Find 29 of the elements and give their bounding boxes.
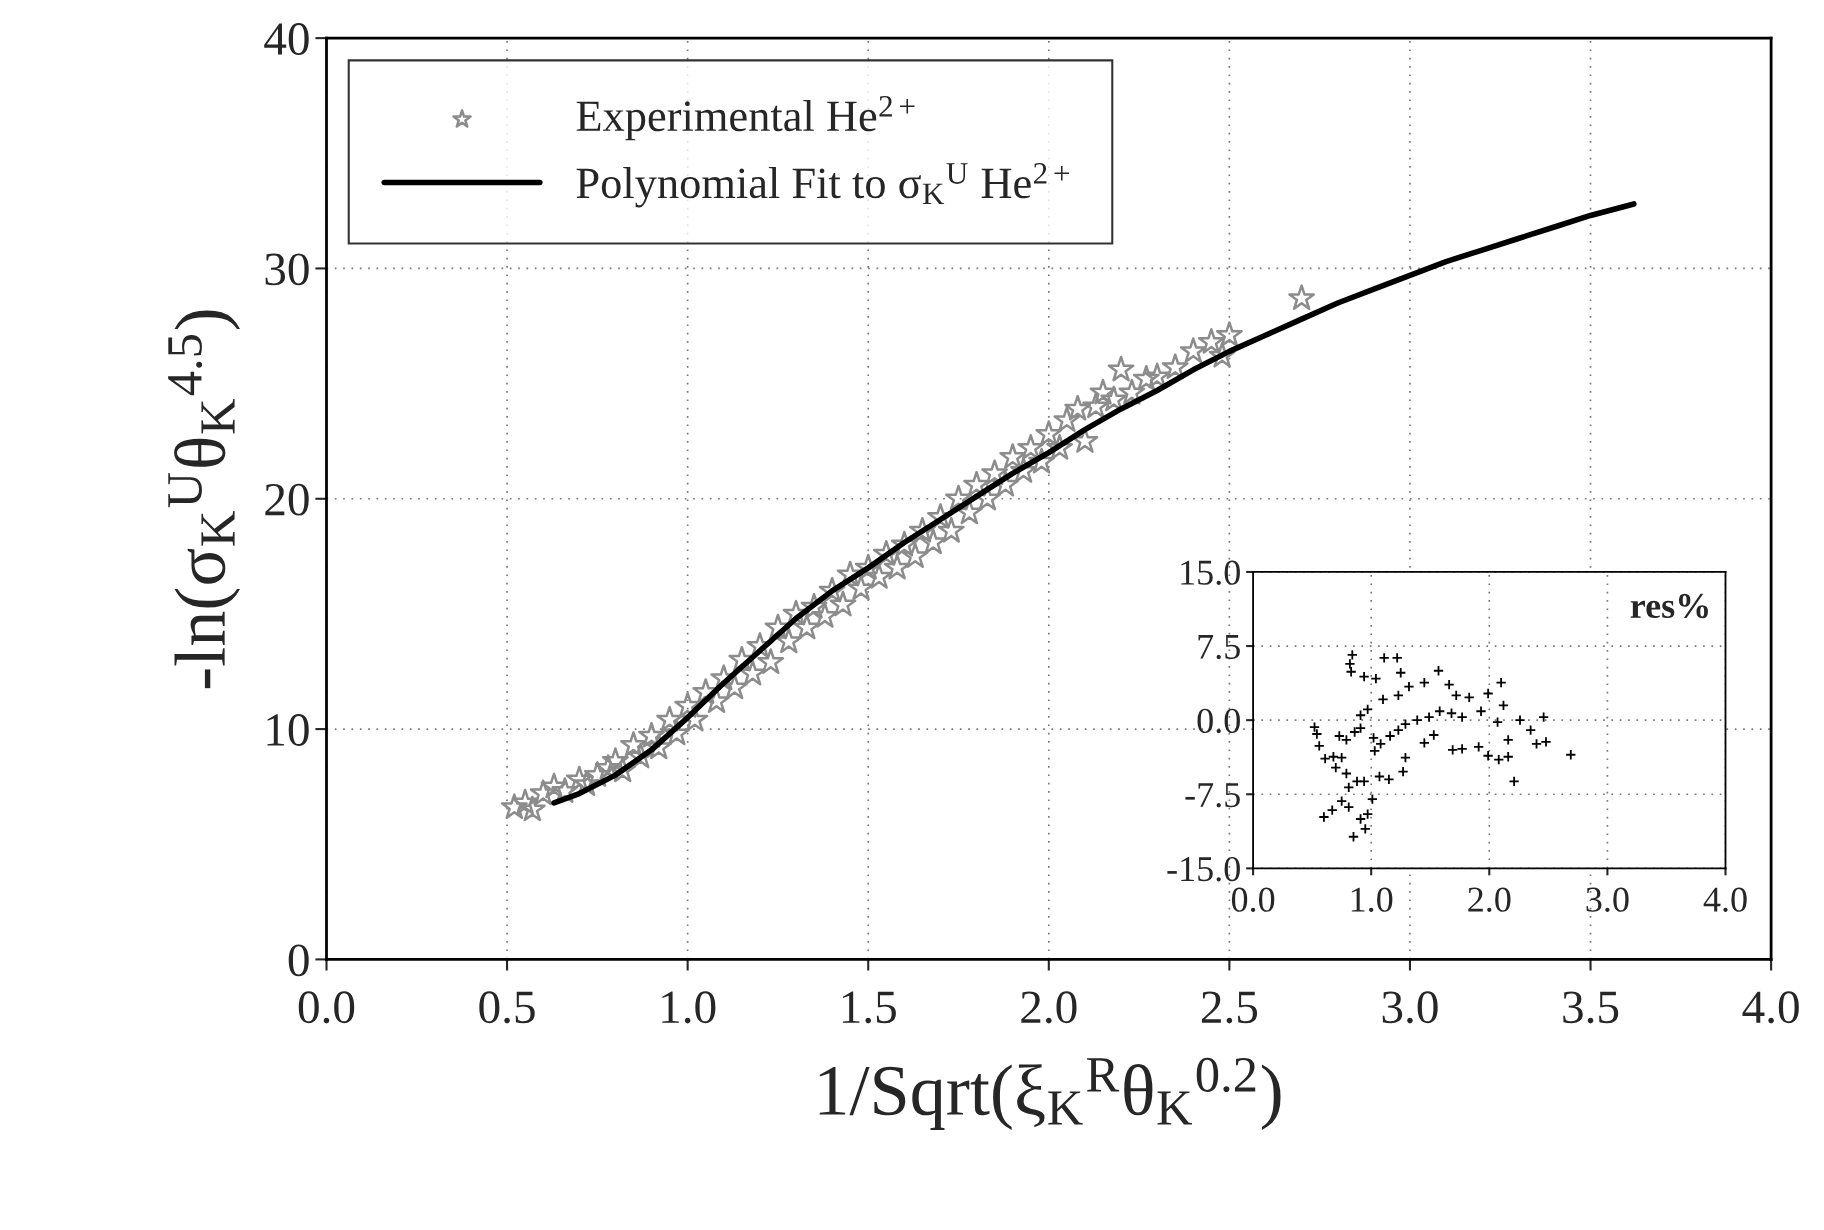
x-tick-label: 4.0 xyxy=(1742,991,1799,1024)
legend-label: Polynomial Fit to σ$_{K}$$^{U}$ He$^{2+}$ xyxy=(576,163,1070,208)
legend-label: Experimental He$^{2+}$ xyxy=(576,95,915,141)
y-axis-title: -ln(σ$_{K}$$^{U}$θ$_{K}$$^{4.5}$) xyxy=(168,310,240,689)
x-tick-label: 3.0 xyxy=(1382,991,1438,1024)
y-tick-label: 10 xyxy=(267,714,309,746)
x-tick-label: 1.5 xyxy=(842,991,896,1024)
x-tick-label: 2.5 xyxy=(1201,991,1258,1024)
y-tick-label: -7.5 xyxy=(1185,783,1240,808)
x-tick-label: 2.0 xyxy=(1468,887,1511,913)
x-tick-label: 0.0 xyxy=(298,991,355,1024)
y-tick-label: 15.0 xyxy=(1181,560,1240,585)
annotation: res% xyxy=(1630,593,1708,619)
x-tick-label: 3.5 xyxy=(1563,991,1619,1024)
y-tick-label: -15.0 xyxy=(1167,856,1240,882)
x-tick-label: 3.0 xyxy=(1586,887,1629,913)
x-tick-label: 1.0 xyxy=(662,991,716,1024)
y-tick-label: 20 xyxy=(265,483,309,516)
y-tick-label: 7.5 xyxy=(1198,634,1240,660)
x-axis-title: 1/Sqrt(ξ$_{K}$$^{R}$θ$_{K}$$^{0.2}$) xyxy=(819,1057,1281,1130)
x-tick-label: 2.0 xyxy=(1021,991,1077,1024)
y-tick-label: 40 xyxy=(264,23,309,55)
x-tick-label: 4.0 xyxy=(1703,887,1747,913)
y-tick-label: 0.0 xyxy=(1197,708,1240,734)
x-tick-label: 0.5 xyxy=(479,991,535,1024)
x-tick-label: 1.0 xyxy=(1351,887,1393,913)
y-tick-label: 0 xyxy=(288,944,309,977)
x-tick-label: 0.0 xyxy=(1231,887,1275,913)
y-tick-label: 30 xyxy=(265,253,309,286)
